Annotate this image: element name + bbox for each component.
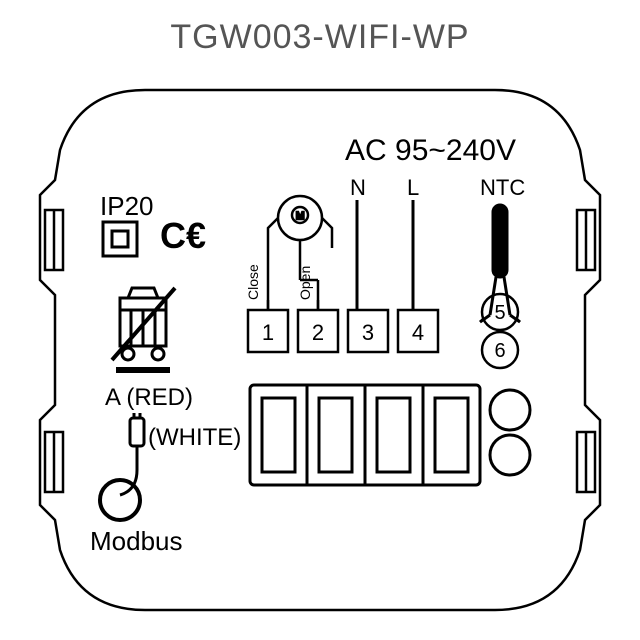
l-label: L	[407, 175, 419, 200]
svg-text:3: 3	[362, 320, 374, 345]
ntc-terminals: 5 6	[480, 294, 520, 368]
weee-icon	[112, 288, 175, 370]
svg-text:4: 4	[412, 320, 424, 345]
aux-terminals	[490, 390, 530, 475]
open-label: Open	[297, 266, 313, 300]
svg-text:5: 5	[494, 302, 505, 324]
modbus-b-white: (WHITE)	[148, 424, 241, 451]
modbus-port-icon	[100, 480, 140, 520]
wiring-diagram: AC 95~240V IP20 C€ A (RED) (WHITE) Modbu…	[0, 0, 640, 640]
n-label: N	[350, 175, 366, 200]
svg-text:6: 6	[494, 340, 505, 362]
voltage-label: AC 95~240V	[345, 134, 516, 167]
svg-text:M: M	[296, 211, 304, 222]
screw-terminal-block	[250, 385, 480, 485]
ntc-label: NTC	[480, 175, 525, 200]
modbus-a-label: A (RED)	[105, 384, 193, 411]
ip20-icon	[103, 222, 137, 256]
close-label: Close	[245, 264, 261, 300]
product-title: TGW003-WIFI-WP	[0, 18, 640, 57]
svg-text:2: 2	[312, 320, 324, 345]
ce-mark: C€	[160, 215, 206, 256]
modbus-label: Modbus	[90, 526, 183, 556]
svg-text:1: 1	[262, 320, 274, 345]
ip20-label: IP20	[100, 191, 154, 221]
